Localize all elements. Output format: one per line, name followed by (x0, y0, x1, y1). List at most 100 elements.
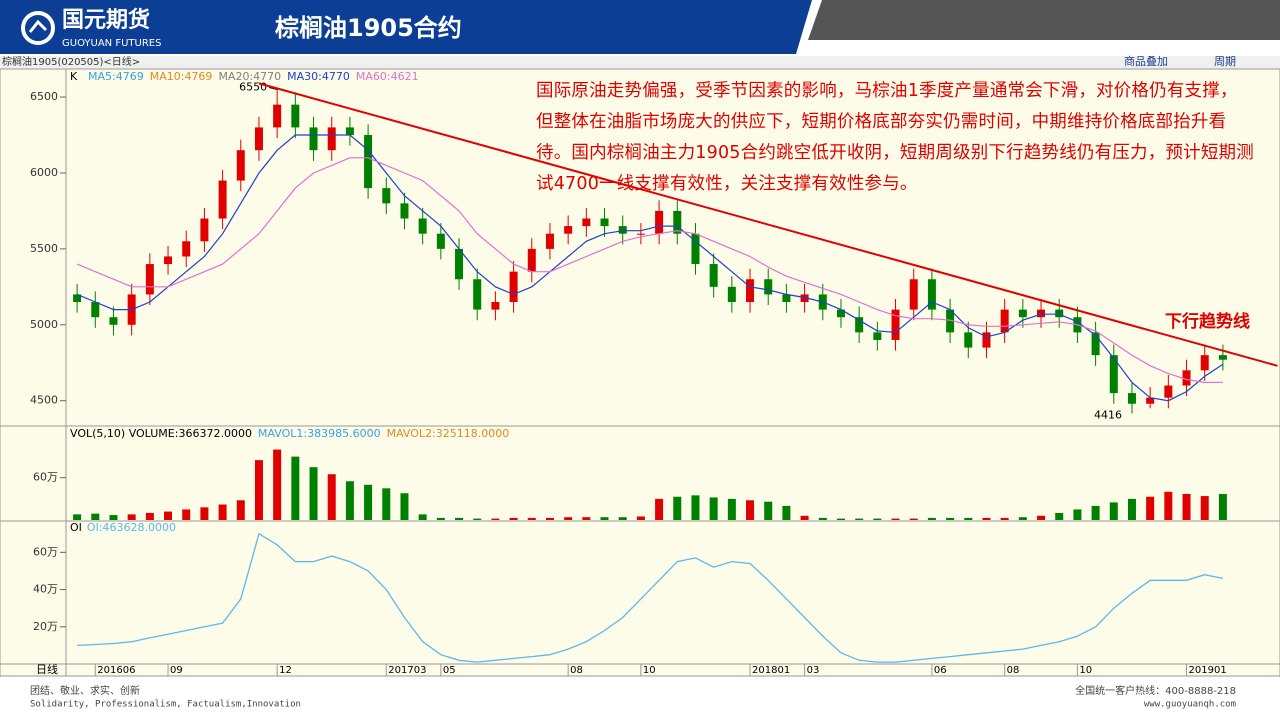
legend-entry: MA20:4770 (218, 70, 281, 83)
volume-bar (982, 517, 991, 520)
volume-bar (109, 515, 118, 520)
volume-bar (254, 460, 263, 520)
candle-body (418, 218, 427, 234)
volume-bar (364, 484, 373, 520)
volume-bar (73, 514, 82, 520)
toolbar-button[interactable]: 商品叠加 (1124, 54, 1168, 68)
legend-entry: OI:463628.0000 (87, 521, 176, 534)
instrument: 棕榈油1905(020505)<日线> (2, 55, 140, 68)
volume-bar (545, 517, 554, 520)
volume-bar (564, 517, 573, 520)
candle-body (327, 127, 336, 151)
candle-body (564, 226, 573, 234)
y-tick-label: 20万 (33, 620, 58, 633)
x-tick-label: 05 (443, 665, 456, 676)
candle-body (364, 135, 373, 189)
candle-body (655, 210, 664, 234)
x-tick-label: 201901 (1189, 665, 1227, 676)
commentary: 国际原油走势偏强，受季节因素的影响，马棕油1季度产量通常会下滑，对价格仍有支撑，… (536, 81, 1254, 194)
candle-body (582, 218, 591, 227)
y-tick-label: 6500 (30, 90, 58, 103)
legend-label: K (70, 70, 78, 83)
volume-bar (909, 518, 918, 520)
candle-body (618, 226, 627, 234)
volume-bar (582, 517, 591, 520)
candle-body (1018, 309, 1027, 318)
candle-body (800, 294, 809, 303)
x-tick-label: 10 (1079, 665, 1092, 676)
volume-bar (327, 474, 336, 520)
footer-motto: 团结、敬业、求实、创新 (30, 684, 140, 697)
candle-body (1109, 355, 1118, 394)
volume-bar (946, 517, 955, 520)
candle-body (164, 256, 173, 265)
volume-bar (418, 514, 427, 520)
candle-body (345, 127, 354, 136)
x-tick-label: 10 (643, 665, 656, 676)
candle-body (254, 127, 263, 151)
panel-title: VOL(5,10) VOLUME:366372.0000 (70, 427, 252, 440)
legend-entry: MA5:4769 (88, 70, 144, 83)
footer-hotline: 全国统一客户热线：400-8888-218 (1075, 684, 1236, 697)
volume-bar (1018, 517, 1027, 520)
candle-body (673, 210, 682, 234)
volume-bar (91, 513, 100, 520)
volume-bar (218, 504, 227, 520)
candle-body (491, 302, 500, 310)
volume-bar (455, 517, 464, 520)
candle-body (91, 302, 100, 318)
candle-body (855, 317, 864, 333)
volume-bar (127, 514, 136, 520)
volume-bar (673, 496, 682, 520)
volume-bar (182, 509, 191, 520)
volume-bar (509, 517, 518, 520)
candle-body (873, 332, 882, 340)
volume-bar (691, 495, 700, 520)
volume-bar (273, 449, 282, 520)
volume-bar (1109, 502, 1118, 520)
candle-body (909, 279, 918, 310)
volume-bar (1182, 493, 1191, 520)
volume-bar (1091, 505, 1100, 520)
candle-body (836, 309, 845, 318)
volume-bar (1164, 491, 1173, 520)
candle-body (1127, 393, 1136, 404)
candle-body (291, 104, 300, 128)
trend-label: 下行趋势线 (1165, 311, 1250, 332)
x-axis-label: 日线 (36, 662, 58, 676)
candle-body (182, 241, 191, 257)
candle-body (236, 150, 245, 181)
y-tick-label: 60万 (33, 471, 58, 484)
candle-body (436, 233, 445, 249)
volume-bar (873, 518, 882, 520)
candle-body (145, 264, 154, 295)
candle-body (746, 279, 755, 303)
oi-line (77, 532, 1224, 663)
toolbar-button[interactable]: 周期 (1214, 55, 1236, 68)
candle-body (218, 180, 227, 219)
candle-body (727, 286, 736, 303)
volume-bar (1218, 493, 1227, 520)
legend-entry: MAVOL1:383985.6000 (258, 427, 381, 440)
y-tick-label: 5000 (30, 318, 58, 331)
x-tick-label: 03 (807, 665, 820, 676)
volume-bar (782, 505, 791, 520)
header-band (0, 0, 812, 54)
x-tick-label: 09 (170, 665, 183, 676)
candle-body (1000, 309, 1009, 333)
volume-bar (618, 517, 627, 520)
x-tick-label: 201801 (752, 665, 790, 676)
volume-bar (1200, 496, 1209, 520)
volume-bar (145, 512, 154, 520)
candle-body (73, 294, 82, 303)
volume-bar (291, 456, 300, 520)
volume-bar (491, 518, 500, 520)
volume-bar (927, 517, 936, 520)
ma-line (76, 157, 1223, 384)
toolbar (0, 56, 1280, 69)
min-label: 4416 (1094, 408, 1122, 421)
plot-area (0, 68, 1280, 677)
volume-bar (727, 498, 736, 520)
candle-body (691, 233, 700, 265)
